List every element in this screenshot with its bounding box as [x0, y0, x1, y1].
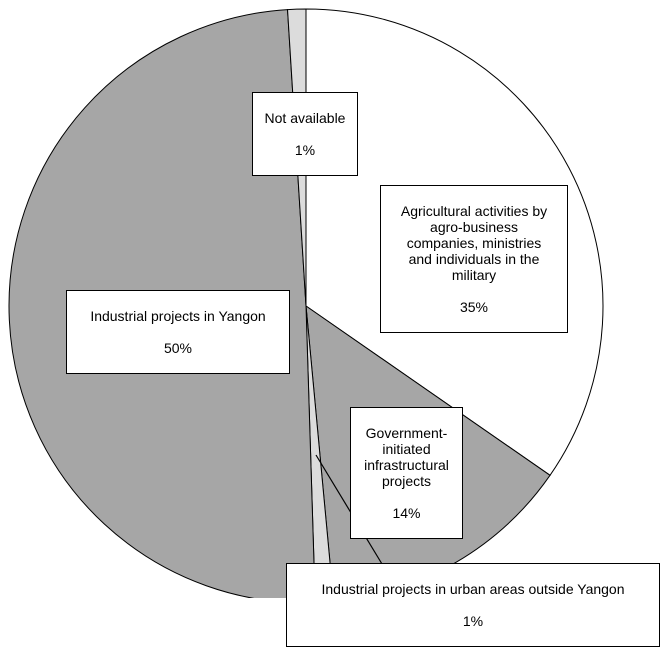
label-industrial-urban-pct: 1%: [462, 613, 484, 629]
label-not-available-text: Not available: [264, 110, 346, 126]
label-industrial-urban-text: Industrial projects in urban areas outsi…: [321, 581, 625, 597]
label-industrial-yangon-text: Industrial projects in Yangon: [90, 308, 266, 324]
label-not-available: Not available 1%: [252, 92, 358, 176]
label-government-infrastructure: Government- initiated infrastructural pr…: [350, 407, 463, 539]
label-government-text: Government- initiated infrastructural pr…: [364, 425, 449, 489]
label-agricultural: Agricultural activities by agro-business…: [380, 185, 568, 333]
label-industrial-yangon: Industrial projects in Yangon 50%: [66, 290, 290, 374]
label-industrial-yangon-pct: 50%: [163, 340, 193, 356]
label-not-available-pct: 1%: [294, 142, 316, 158]
label-industrial-urban: Industrial projects in urban areas outsi…: [286, 563, 660, 647]
label-agricultural-text: Agricultural activities by agro-business…: [400, 203, 548, 283]
label-agricultural-pct: 35%: [459, 299, 489, 315]
label-government-pct: 14%: [392, 505, 421, 521]
leader-line-urban: [315, 454, 383, 565]
